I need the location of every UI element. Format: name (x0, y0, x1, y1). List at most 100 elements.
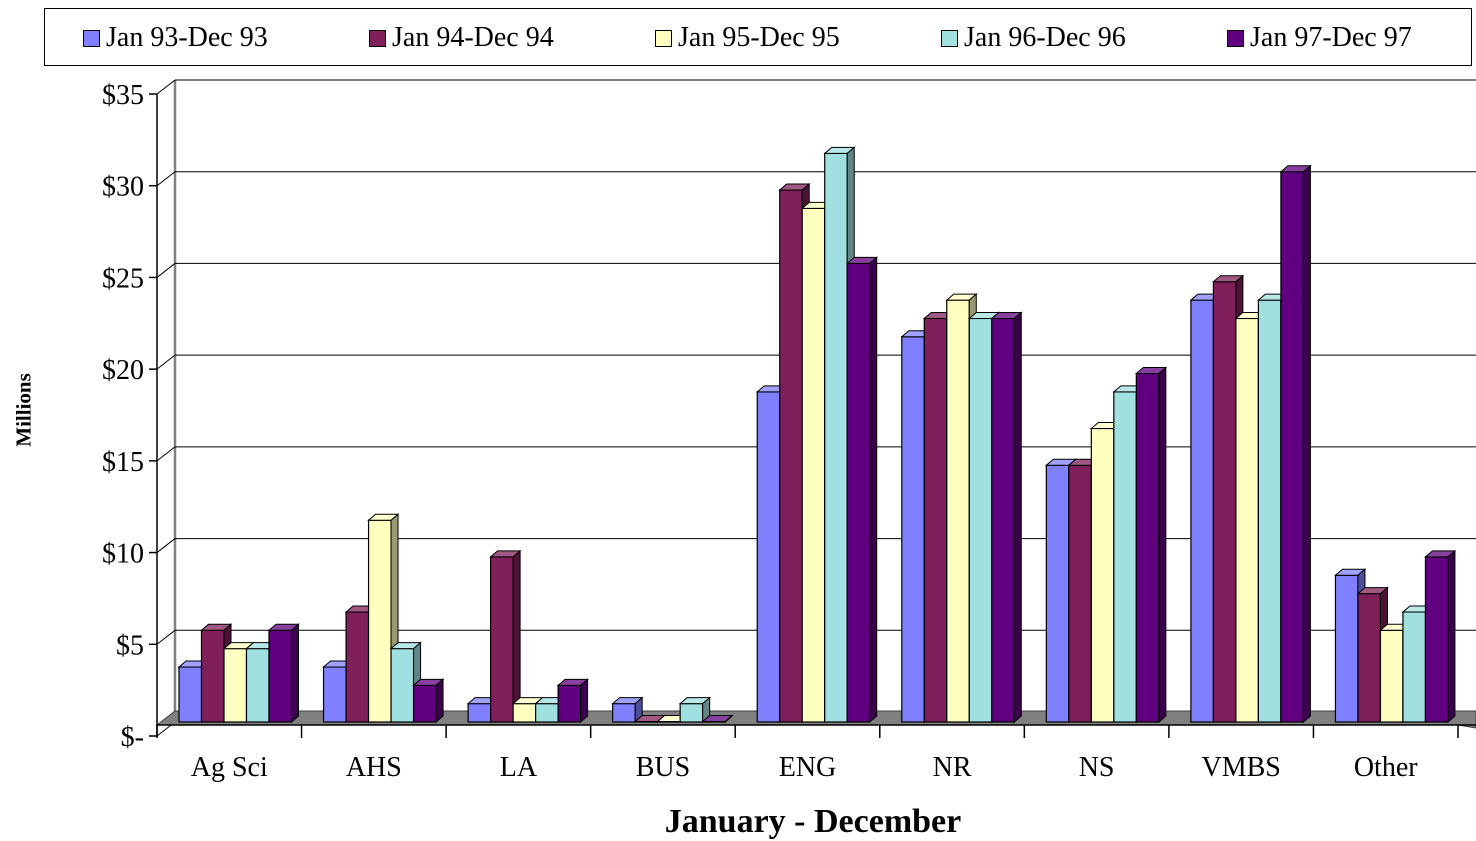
legend: Jan 93-Dec 93 Jan 94-Dec 94 Jan 95-Dec 9… (44, 8, 1472, 66)
bar (267, 623, 300, 724)
gridline-side (156, 79, 176, 95)
bar-front (1212, 281, 1237, 723)
y-tick-label: $5 (116, 630, 144, 661)
legend-swatch (941, 29, 958, 47)
bar (611, 696, 644, 724)
bar-front (1334, 574, 1359, 723)
gridline-side (156, 354, 176, 370)
bar-front (390, 648, 415, 723)
bar-front (1402, 611, 1427, 723)
bar-front (612, 703, 636, 723)
bar-front (268, 629, 293, 723)
x-tick-label: Other (1354, 752, 1418, 783)
legend-label: Jan 95-Dec 95 (678, 22, 840, 53)
bar-front (1424, 556, 1449, 723)
bar-front (535, 703, 559, 723)
legend-item-series-4: Jan 96-Dec 96 (941, 22, 1126, 53)
bar-front (991, 317, 1015, 723)
bar (678, 696, 712, 724)
bar-front (367, 519, 392, 723)
bar-front (1135, 372, 1160, 723)
bar (1424, 549, 1457, 724)
bar-front (901, 336, 925, 723)
bar-front (345, 611, 370, 723)
bars (177, 146, 1457, 724)
x-tick-label: VMBS (1201, 752, 1280, 783)
legend-label: Jan 96-Dec 96 (964, 22, 1126, 53)
bar (990, 311, 1023, 724)
bar-front (1235, 317, 1259, 723)
bar-front (1113, 391, 1137, 723)
legend-item-series-1: Jan 93-Dec 93 (83, 22, 268, 53)
gridline-side (156, 263, 176, 278)
bar-front (490, 556, 514, 723)
bar-front (1357, 592, 1382, 723)
bar-side (1447, 549, 1456, 724)
bar-front (223, 648, 248, 723)
gridline-side (156, 446, 176, 462)
legend-label: Jan 94-Dec 94 (392, 22, 554, 53)
legend-swatch (655, 29, 672, 47)
bar-front (946, 299, 970, 723)
gridline-side (156, 629, 176, 645)
bar (701, 714, 734, 724)
bar-front (679, 703, 704, 723)
bar-front (824, 152, 848, 723)
bar-front (512, 703, 537, 723)
bar-side (724, 714, 733, 724)
y-tick-label: $25 (102, 263, 144, 294)
x-tick-labels: Ag Sci AHS LA BUS ENG NR NS VMBS Other (191, 752, 1418, 783)
legend-swatch (369, 29, 386, 47)
legend-swatch (83, 29, 100, 47)
x-tick-label: BUS (636, 752, 690, 783)
bar (489, 549, 522, 724)
x-tick-label: LA (500, 752, 538, 783)
legend-swatch (1227, 29, 1244, 47)
bar-front (200, 629, 225, 723)
x-tick-label: AHS (346, 752, 402, 783)
bar (1134, 366, 1168, 724)
bar-front (557, 684, 582, 723)
bar-front (1190, 299, 1214, 723)
legend-item-series-2: Jan 94-Dec 94 (369, 22, 554, 53)
x-axis-title: January - December (664, 803, 962, 840)
gridline-side (156, 538, 176, 553)
y-axis-title: Millions (11, 373, 36, 447)
bar-front (756, 391, 781, 723)
bar-front (245, 648, 270, 723)
bar-front (801, 207, 826, 723)
bar-side (580, 678, 589, 724)
bar-side (1158, 366, 1167, 724)
bar-front (1090, 427, 1115, 723)
x-tick-label: ENG (779, 752, 837, 783)
gridline-side (156, 171, 176, 187)
bar-front (1280, 171, 1304, 723)
bar-front (1045, 464, 1070, 723)
bar-front (178, 666, 203, 723)
bar-side (1302, 164, 1311, 724)
y-tick-label: $30 (102, 172, 144, 203)
x-tick-label: NR (933, 752, 972, 783)
bar-front (846, 262, 871, 723)
bar-side (435, 678, 444, 724)
y-tick-label: $15 (102, 447, 144, 478)
y-tick-label: $10 (102, 539, 144, 570)
bar-front (923, 317, 948, 723)
bar-front (968, 317, 993, 723)
bar-side (1013, 311, 1022, 724)
y-tick-label: $- (121, 722, 144, 753)
x-tick-label: NS (1079, 752, 1115, 783)
y-tick-label: $20 (102, 355, 144, 386)
legend-label: Jan 93-Dec 93 (106, 22, 268, 53)
y-tick-labels: $- $5 $10 $15 $20 $25 $30 $35 (102, 80, 144, 753)
bar (556, 678, 589, 724)
bar-front (1068, 464, 1092, 723)
bar-front (467, 703, 492, 723)
legend-item-series-5: Jan 97-Dec 97 (1227, 22, 1412, 53)
axes (149, 93, 1476, 738)
legend-label: Jan 97-Dec 97 (1250, 22, 1412, 53)
bar-side (869, 256, 878, 724)
y-tick-label: $35 (102, 80, 144, 111)
bar-side (512, 549, 521, 724)
